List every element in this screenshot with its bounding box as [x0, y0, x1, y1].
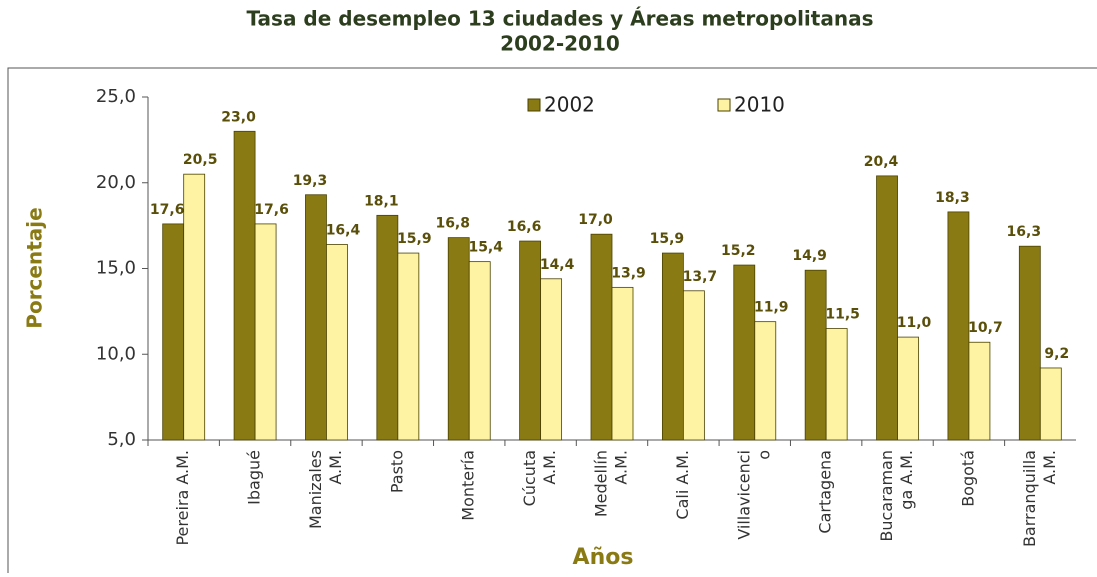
bar [825, 328, 848, 441]
bar [754, 321, 777, 441]
bar [183, 173, 206, 441]
bar [590, 233, 613, 441]
bar [611, 286, 634, 441]
x-tick-label: Cúcuta [520, 450, 539, 506]
bar [376, 214, 399, 441]
bar [468, 261, 491, 441]
bar [233, 130, 256, 441]
x-tick-label: A.M. [326, 450, 345, 485]
x-tick-label: Ibagué [245, 450, 264, 505]
x-tick-label: A.M. [612, 450, 631, 485]
chart-frame [7, 67, 1097, 577]
x-tick-label: A.M. [1040, 450, 1059, 485]
x-tick-label: Bucaraman [877, 450, 896, 542]
bar [947, 211, 970, 441]
value-label: 15,2 [721, 243, 756, 259]
bar [661, 252, 684, 441]
legend-label: 2010 [734, 93, 785, 117]
x-tick-label: o [754, 450, 773, 460]
x-axis-label: Años [573, 545, 634, 570]
value-label: 17,0 [578, 212, 613, 228]
value-label: 15,4 [468, 240, 503, 256]
value-label: 18,3 [935, 190, 970, 206]
x-tick-label: Cali A.M. [673, 450, 692, 520]
bar [733, 264, 756, 441]
value-label: 14,9 [792, 248, 827, 264]
bar [968, 341, 991, 441]
legend-label: 2002 [544, 93, 595, 117]
y-tick-label: 20,0 [96, 172, 136, 193]
y-tick-label: 15,0 [96, 258, 136, 279]
chart-title: Tasa de desempleo 13 ciudades y Áreas me… [246, 7, 873, 31]
value-label: 11,0 [897, 315, 932, 331]
bar [1039, 367, 1062, 441]
bar [305, 194, 327, 441]
value-label: 23,0 [221, 109, 256, 125]
bar [876, 175, 898, 441]
x-tick-label: Pereira A.M. [173, 450, 192, 546]
bar [804, 269, 827, 441]
value-label: 14,4 [540, 257, 575, 273]
x-tick-label: Medellín [592, 450, 611, 517]
x-tick-label: ga A.M. [897, 450, 916, 510]
value-label: 16,3 [1007, 224, 1042, 240]
value-label: 15,9 [397, 231, 432, 247]
bar [326, 244, 348, 441]
value-label: 15,9 [650, 231, 685, 247]
legend-swatch [717, 98, 731, 112]
legend-swatch [527, 98, 541, 112]
bar [447, 237, 470, 441]
value-label: 19,3 [293, 173, 328, 189]
value-label: 16,6 [507, 219, 542, 235]
x-tick-label: Manizales [306, 450, 325, 529]
bar [897, 336, 919, 441]
bar [397, 252, 420, 441]
bar [162, 223, 185, 441]
value-label: 20,4 [864, 154, 899, 170]
value-label: 11,5 [825, 307, 860, 323]
bar [682, 290, 705, 441]
value-label: 17,6 [254, 202, 289, 218]
value-label: 18,1 [364, 193, 399, 209]
y-tick-label: 25,0 [96, 86, 136, 107]
value-label: 9,2 [1044, 346, 1069, 362]
y-axis-label: Porcentaje [23, 207, 47, 328]
chart-subtitle: 2002-2010 [500, 32, 620, 56]
value-label: 17,6 [150, 202, 185, 218]
x-tick-label: Cartagena [816, 450, 835, 534]
bar [540, 278, 563, 441]
y-tick-label: 10,0 [96, 343, 136, 364]
x-tick-label: Pasto [387, 450, 406, 493]
x-tick-label: Barranquilla [1020, 450, 1039, 547]
value-label: 13,9 [611, 265, 646, 281]
bar [254, 223, 277, 441]
y-tick-label: 5,0 [107, 429, 136, 450]
value-label: 20,5 [183, 152, 218, 168]
value-label: 16,8 [435, 216, 470, 232]
bar [519, 240, 542, 441]
x-tick-label: Bogotá [958, 450, 977, 507]
value-label: 10,7 [968, 320, 1003, 336]
x-tick-label: Montería [459, 450, 478, 521]
x-tick-label: A.M. [540, 450, 559, 485]
value-label: 13,7 [683, 269, 718, 285]
x-tick-label: Villavicenci [734, 450, 753, 540]
bar [1018, 245, 1041, 441]
value-label: 16,4 [326, 222, 361, 238]
value-label: 11,9 [754, 300, 789, 316]
